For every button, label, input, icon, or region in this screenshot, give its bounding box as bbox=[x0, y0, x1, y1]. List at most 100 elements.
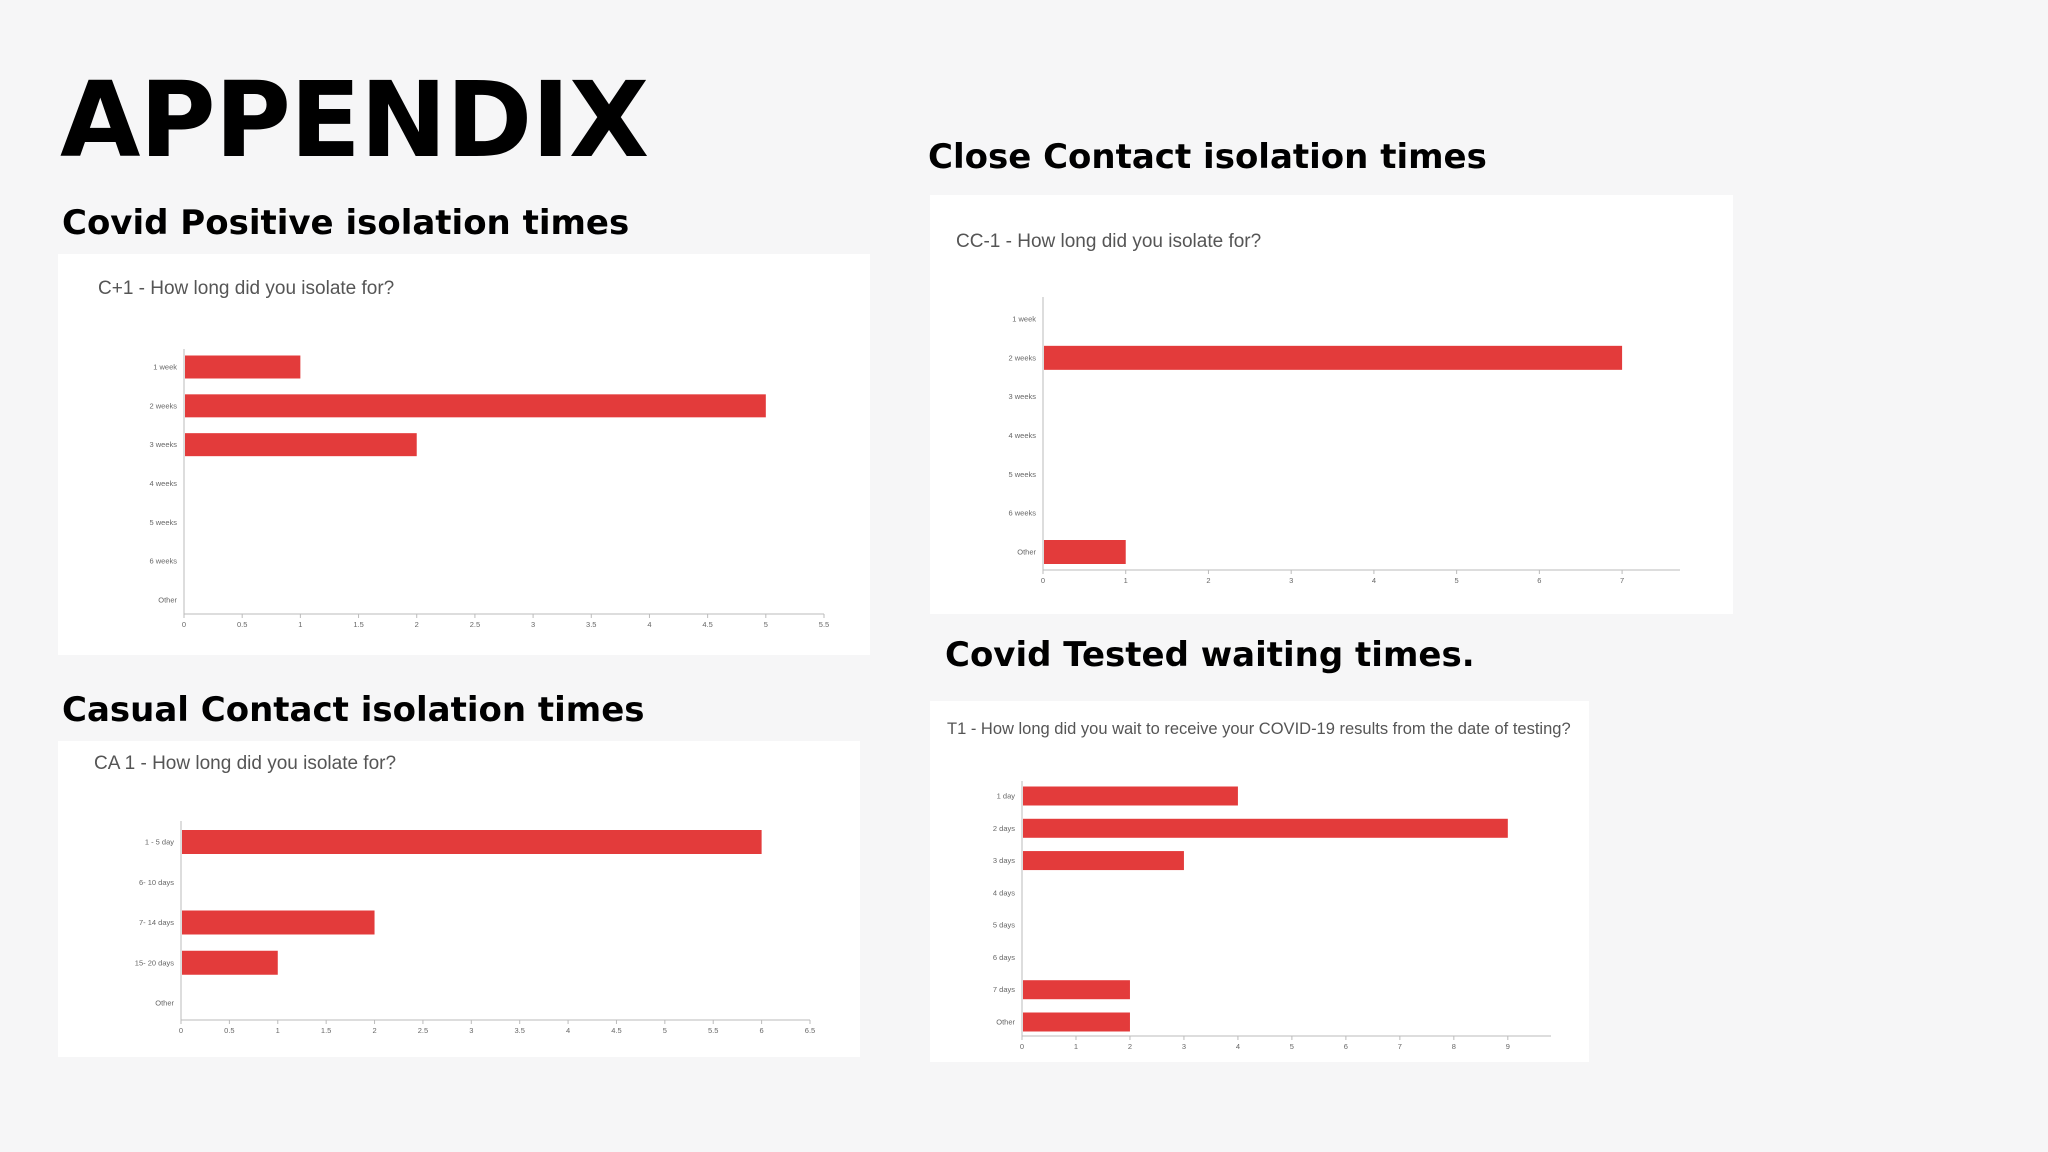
x-tick-label: 5.5 bbox=[819, 620, 829, 629]
category-label: 6 weeks bbox=[1008, 509, 1036, 518]
chart-card-close: CC-1 - How long did you isolate for? 1 w… bbox=[930, 195, 1733, 614]
bar-tested-7 bbox=[1023, 1012, 1130, 1032]
x-tick-label: 6 bbox=[1344, 1042, 1348, 1051]
x-tick-label: 1.5 bbox=[353, 620, 363, 629]
x-tick-label: 5 bbox=[764, 620, 768, 629]
category-label: 3 days bbox=[993, 856, 1015, 865]
x-tick-label: 5 bbox=[1290, 1042, 1294, 1051]
x-tick-label: 2 bbox=[1206, 576, 1210, 585]
bar-close-6 bbox=[1044, 540, 1126, 564]
chart-positive: 1 week 2 weeks 3 weeks 4 weeks 5 weeks 6 week… bbox=[149, 349, 829, 629]
category-label: 3 weeks bbox=[149, 440, 177, 449]
x-tick-label: 8 bbox=[1452, 1042, 1456, 1051]
bar-tested-1 bbox=[1023, 818, 1508, 838]
x-tick-label: 0 bbox=[1041, 576, 1045, 585]
chart-question-casual: CA 1 - How long did you isolate for? bbox=[94, 753, 397, 774]
category-label: 2 weeks bbox=[149, 401, 177, 410]
x-tick-label: 3 bbox=[1289, 576, 1293, 585]
x-tick-label: 6 bbox=[1537, 576, 1541, 585]
category-label: 1 - 5 day bbox=[145, 838, 174, 847]
bar-casual-2 bbox=[182, 910, 375, 935]
bar-positive-0 bbox=[185, 355, 301, 379]
category-label: 6- 10 days bbox=[139, 878, 174, 887]
page-title: APPENDIX bbox=[60, 59, 649, 181]
x-tick-label: 3.5 bbox=[586, 620, 596, 629]
bar-tested-2 bbox=[1023, 851, 1184, 871]
chart-card-casual: CA 1 - How long did you isolate for? 1 -… bbox=[58, 741, 860, 1057]
chart-card-positive: C+1 - How long did you isolate for? 1 we… bbox=[58, 254, 870, 655]
category-label: 1 week bbox=[1012, 315, 1036, 324]
chart-close: 1 week 2 weeks 3 weeks 4 weeks 5 weeks 6 week… bbox=[1008, 297, 1680, 585]
x-tick-label: 2 bbox=[1128, 1042, 1132, 1051]
x-tick-label: 4 bbox=[566, 1026, 570, 1035]
bar-tested-6 bbox=[1023, 980, 1130, 1000]
x-tick-label: 6.5 bbox=[805, 1026, 815, 1035]
x-tick-label: 0 bbox=[1020, 1042, 1024, 1051]
x-tick-label: 2 bbox=[372, 1026, 376, 1035]
x-tick-label: 0.5 bbox=[224, 1026, 234, 1035]
x-tick-label: 7 bbox=[1620, 576, 1624, 585]
x-tick-label: 2.5 bbox=[470, 620, 480, 629]
section-title-positive: Covid Positive isolation times bbox=[62, 203, 630, 243]
x-tick-label: 4.5 bbox=[611, 1026, 621, 1035]
category-label: Other bbox=[1017, 548, 1036, 557]
category-label: 7- 14 days bbox=[139, 918, 174, 927]
x-tick-label: 5 bbox=[663, 1026, 667, 1035]
section-title-casual: Casual Contact isolation times bbox=[62, 690, 645, 730]
bar-casual-3 bbox=[182, 950, 278, 975]
x-tick-label: 4 bbox=[1236, 1042, 1240, 1051]
category-label: Other bbox=[158, 596, 177, 605]
x-tick-label: 9 bbox=[1506, 1042, 1510, 1051]
category-label: 5 weeks bbox=[1008, 470, 1036, 479]
category-label: 2 weeks bbox=[1008, 353, 1036, 362]
bar-tested-0 bbox=[1023, 786, 1238, 806]
x-tick-label: 1 bbox=[276, 1026, 280, 1035]
x-tick-label: 4 bbox=[1372, 576, 1376, 585]
category-label: 2 days bbox=[993, 824, 1015, 833]
category-label: 7 days bbox=[993, 985, 1015, 994]
x-tick-label: 1.5 bbox=[321, 1026, 331, 1035]
chart-question-close: CC-1 - How long did you isolate for? bbox=[956, 231, 1262, 252]
x-tick-label: 5 bbox=[1455, 576, 1459, 585]
x-tick-label: 0 bbox=[182, 620, 186, 629]
chart-question-positive: C+1 - How long did you isolate for? bbox=[98, 278, 395, 299]
bar-positive-2 bbox=[185, 433, 417, 457]
x-tick-label: 1 bbox=[1124, 576, 1128, 585]
x-tick-label: 1 bbox=[1074, 1042, 1078, 1051]
category-label: 6 days bbox=[993, 953, 1015, 962]
chart-card-tested: T1 - How long did you wait to receive yo… bbox=[930, 701, 1589, 1062]
category-label: 1 week bbox=[153, 363, 177, 372]
category-label: 15- 20 days bbox=[135, 958, 174, 967]
category-label: 4 weeks bbox=[1008, 431, 1036, 440]
chart-question-tested: T1 - How long did you wait to receive yo… bbox=[947, 720, 1571, 738]
x-tick-label: 3 bbox=[469, 1026, 473, 1035]
category-label: 3 weeks bbox=[1008, 392, 1036, 401]
x-tick-label: 4 bbox=[647, 620, 651, 629]
bar-casual-0 bbox=[182, 830, 762, 854]
x-tick-label: 4.5 bbox=[702, 620, 712, 629]
x-tick-label: 2 bbox=[415, 620, 419, 629]
x-tick-label: 5.5 bbox=[708, 1026, 718, 1035]
bar-close-1 bbox=[1044, 345, 1623, 370]
section-title-tested: Covid Tested waiting times. bbox=[945, 635, 1475, 675]
category-label: 5 days bbox=[993, 921, 1015, 930]
section-title-close: Close Contact isolation times bbox=[928, 137, 1487, 177]
category-label: 4 weeks bbox=[149, 479, 177, 488]
category-label: 6 weeks bbox=[149, 557, 177, 566]
category-label: 5 weeks bbox=[149, 518, 177, 527]
bar-positive-1 bbox=[185, 394, 766, 418]
x-tick-label: 1 bbox=[298, 620, 302, 629]
chart-casual: 1 - 5 day 6- 10 days 7- 14 days 15- 20 days… bbox=[135, 821, 815, 1035]
category-label: 4 days bbox=[993, 888, 1015, 897]
x-tick-label: 2.5 bbox=[418, 1026, 428, 1035]
chart-tested: 1 day 2 days 3 days 4 days 5 days 6 days 7 day… bbox=[993, 781, 1551, 1051]
category-label: Other bbox=[996, 1018, 1015, 1027]
category-label: Other bbox=[155, 999, 174, 1008]
x-tick-label: 0 bbox=[179, 1026, 183, 1035]
x-tick-label: 0.5 bbox=[237, 620, 247, 629]
x-tick-label: 6 bbox=[760, 1026, 764, 1035]
x-tick-label: 3 bbox=[1182, 1042, 1186, 1051]
category-label: 1 day bbox=[997, 792, 1016, 801]
x-tick-label: 7 bbox=[1398, 1042, 1402, 1051]
x-tick-label: 3.5 bbox=[514, 1026, 524, 1035]
